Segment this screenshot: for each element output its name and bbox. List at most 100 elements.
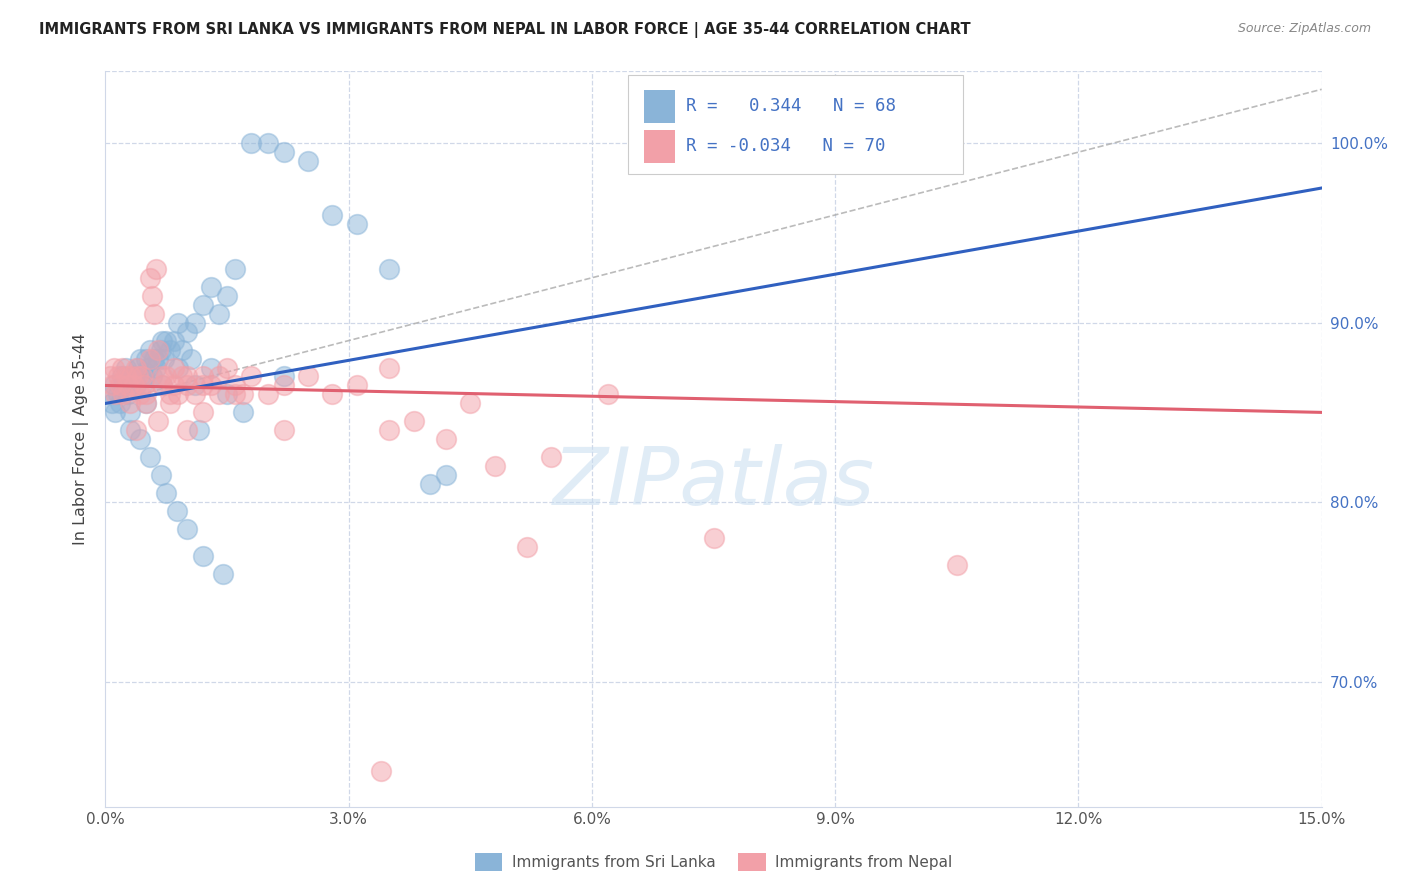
- Point: [217, 387, 239, 401]
- Point: [107, 387, 129, 401]
- Point: [224, 261, 246, 276]
- Point: [136, 360, 159, 375]
- Text: R =   0.344   N = 68: R = 0.344 N = 68: [686, 97, 896, 115]
- Text: R = -0.034   N = 70: R = -0.034 N = 70: [686, 137, 884, 155]
- Point: [155, 486, 177, 500]
- Point: [135, 396, 157, 410]
- Y-axis label: In Labor Force | Age 35-44: In Labor Force | Age 35-44: [73, 334, 90, 545]
- Point: [120, 369, 142, 384]
- Point: [176, 378, 198, 392]
- Point: [166, 504, 188, 518]
- Point: [141, 289, 163, 303]
- Point: [191, 298, 214, 312]
- Point: [104, 387, 127, 401]
- Point: [125, 378, 148, 392]
- Point: [200, 378, 222, 392]
- Point: [135, 396, 157, 410]
- Point: [146, 351, 169, 366]
- Point: [200, 360, 222, 375]
- Bar: [644, 90, 675, 123]
- Point: [114, 369, 136, 384]
- Point: [176, 423, 198, 437]
- Point: [217, 289, 239, 303]
- Point: [434, 468, 457, 483]
- Point: [107, 369, 129, 384]
- Point: [419, 477, 441, 491]
- Point: [139, 343, 162, 357]
- Point: [200, 279, 222, 293]
- Point: [945, 558, 967, 572]
- FancyBboxPatch shape: [628, 75, 963, 175]
- Point: [163, 360, 186, 375]
- Point: [163, 334, 186, 348]
- Point: [273, 423, 295, 437]
- Point: [172, 369, 194, 384]
- Point: [458, 396, 481, 410]
- Point: [540, 450, 562, 465]
- Point: [101, 396, 124, 410]
- Point: [172, 343, 194, 357]
- Point: [240, 136, 263, 150]
- Point: [208, 369, 231, 384]
- Point: [143, 351, 166, 366]
- Point: [101, 378, 124, 392]
- Point: [131, 369, 153, 384]
- Point: [159, 396, 181, 410]
- Point: [98, 369, 121, 384]
- Point: [176, 522, 198, 536]
- Point: [139, 270, 162, 285]
- Point: [111, 369, 134, 384]
- Point: [180, 351, 202, 366]
- Point: [346, 217, 368, 231]
- Point: [167, 316, 190, 330]
- Point: [183, 378, 205, 392]
- Point: [153, 351, 176, 366]
- Point: [176, 325, 198, 339]
- Point: [103, 378, 125, 392]
- Point: [176, 369, 198, 384]
- Point: [146, 343, 169, 357]
- Point: [128, 432, 150, 446]
- Point: [187, 423, 209, 437]
- Point: [370, 764, 392, 779]
- Point: [159, 387, 181, 401]
- Point: [273, 378, 295, 392]
- Point: [232, 405, 254, 419]
- Point: [191, 405, 214, 419]
- Point: [108, 378, 131, 392]
- Point: [122, 369, 145, 384]
- Point: [346, 378, 368, 392]
- Point: [224, 387, 246, 401]
- Point: [155, 369, 177, 384]
- Point: [321, 208, 343, 222]
- Point: [208, 387, 231, 401]
- Point: [232, 387, 254, 401]
- Point: [139, 450, 162, 465]
- Point: [145, 360, 167, 375]
- Point: [139, 351, 162, 366]
- Point: [114, 360, 136, 375]
- Point: [128, 387, 150, 401]
- Point: [117, 387, 139, 401]
- Point: [118, 396, 141, 410]
- Point: [273, 145, 295, 160]
- Point: [240, 369, 263, 384]
- Point: [111, 360, 134, 375]
- Text: ZIPatlas: ZIPatlas: [553, 444, 875, 523]
- Point: [212, 566, 235, 581]
- Point: [127, 369, 149, 384]
- Point: [146, 414, 169, 428]
- Point: [125, 423, 148, 437]
- Point: [120, 378, 142, 392]
- Point: [103, 360, 125, 375]
- Point: [128, 351, 150, 366]
- Point: [297, 369, 319, 384]
- Point: [145, 261, 167, 276]
- Point: [118, 405, 141, 419]
- Point: [112, 378, 135, 392]
- Point: [98, 387, 121, 401]
- Point: [167, 360, 190, 375]
- Point: [516, 540, 538, 554]
- Point: [256, 136, 278, 150]
- Text: IMMIGRANTS FROM SRI LANKA VS IMMIGRANTS FROM NEPAL IN LABOR FORCE | AGE 35-44 CO: IMMIGRANTS FROM SRI LANKA VS IMMIGRANTS …: [39, 22, 972, 38]
